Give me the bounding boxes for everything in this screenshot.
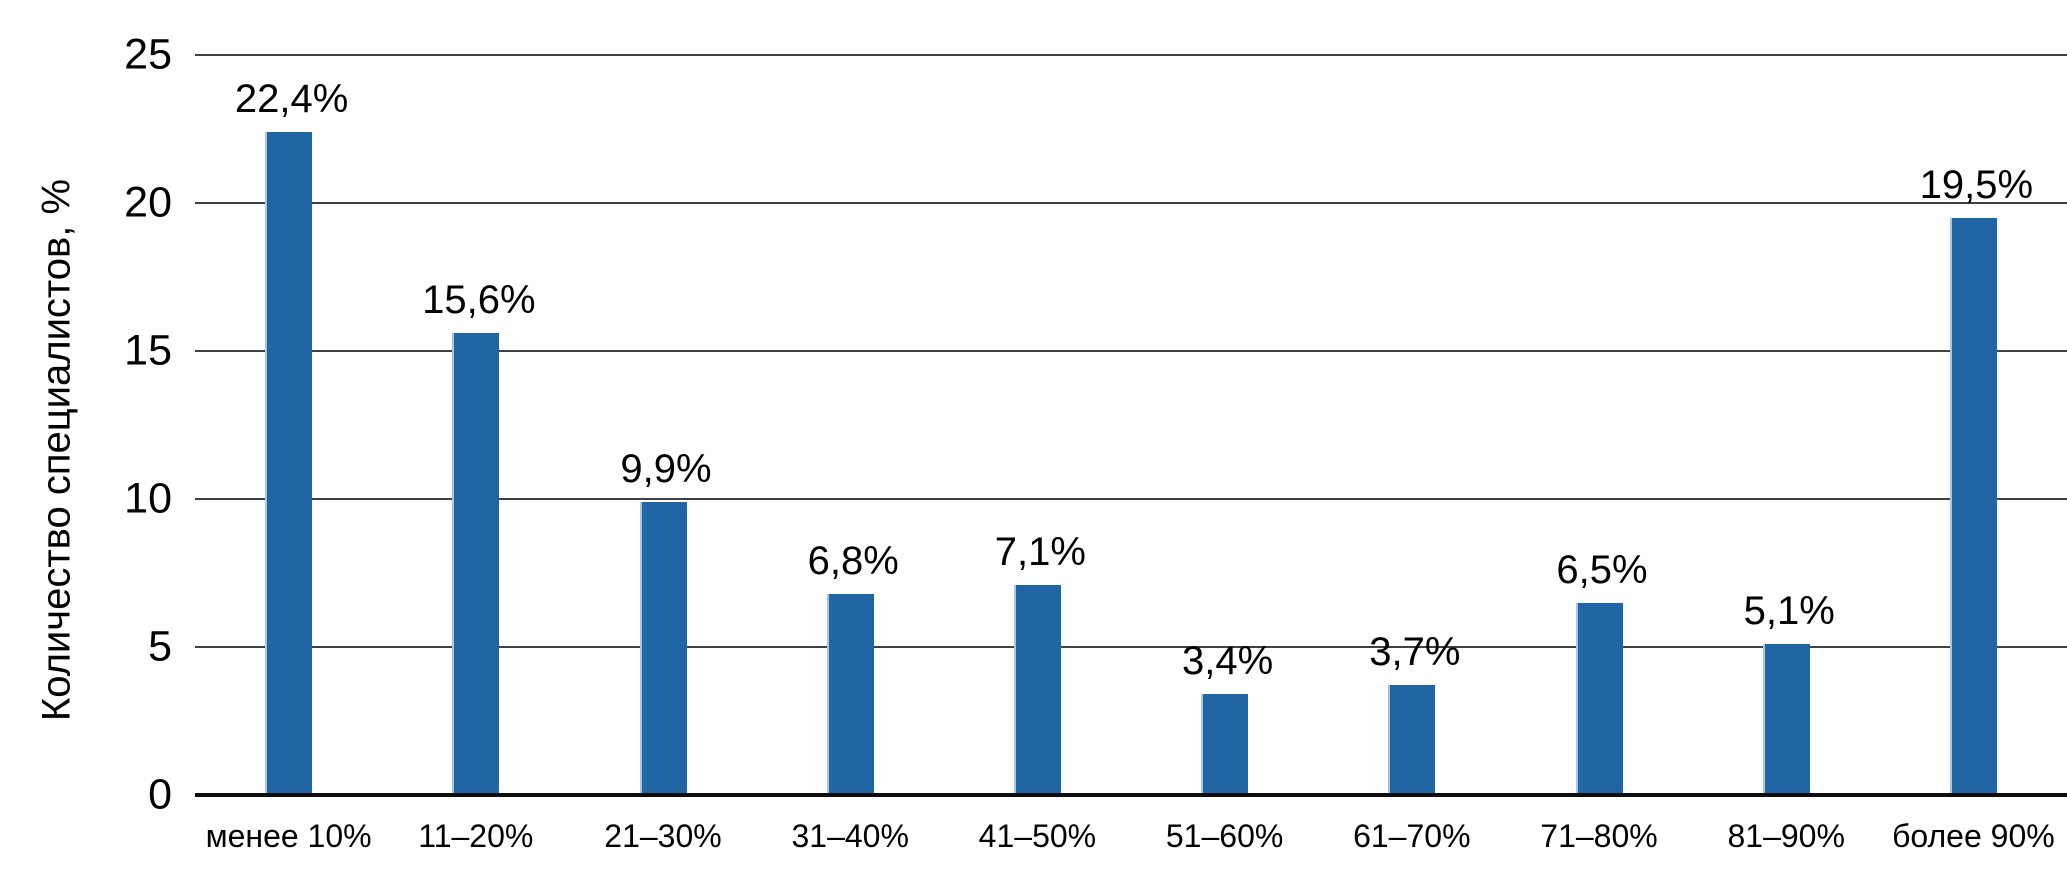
x-tick-label-9: 81–90% (1727, 818, 1845, 854)
x-tick-label-6: 51–60% (1165, 818, 1284, 854)
bar-2 (452, 333, 500, 795)
bar-value-label-8: 6,5% (1556, 547, 1648, 592)
gridline-15 (195, 350, 2067, 352)
bar-value-label-10: 19,5% (1919, 162, 2034, 207)
gridline-20 (195, 202, 2067, 204)
bar-1 (265, 131, 313, 795)
bar-value-label-7: 3,7% (1369, 630, 1461, 675)
y-tick-label-20: 20 (124, 178, 172, 227)
gridline-25 (195, 54, 2067, 56)
x-tick-label-2: 11–20% (418, 818, 534, 854)
y-tick-label-15: 15 (124, 326, 172, 375)
bar-value-label-4: 6,8% (807, 538, 899, 583)
bar-value-label-2: 15,6% (422, 278, 536, 323)
bar-value-label-6: 3,4% (1182, 639, 1274, 684)
x-tick-label-1: менее 10% (205, 818, 372, 854)
bar-5 (1013, 584, 1061, 795)
bar-9 (1762, 644, 1810, 795)
plot-area: 22,4% 15,6% 9,9% 6,8% 7,1% 3,4% 3,7% 6,5% 5,1% 19… (195, 54, 2067, 797)
x-tick-label-7: 61–70% (1353, 818, 1471, 854)
y-tick-label-25: 25 (124, 30, 172, 79)
x-tick-label-3: 21–30% (604, 818, 722, 854)
bar-value-label-9: 5,1% (1743, 589, 1835, 634)
bar-8 (1575, 602, 1623, 795)
x-axis-line (195, 793, 2067, 797)
bar-value-label-3: 9,9% (620, 446, 712, 491)
bar-value-label-5: 7,1% (994, 529, 1086, 574)
bar-4 (826, 593, 874, 795)
gridline-5 (195, 646, 2067, 648)
bar-3 (639, 501, 687, 795)
y-tick-label-5: 5 (148, 622, 172, 671)
y-tick-label-10: 10 (124, 474, 172, 523)
x-tick-label-4: 31–40% (791, 818, 909, 854)
x-tick-label-8: 71–80% (1540, 818, 1658, 854)
gridline-10 (195, 498, 2067, 500)
bar-10 (1949, 217, 1997, 795)
bar-7 (1388, 685, 1436, 795)
y-tick-label-0: 0 (148, 770, 172, 819)
bar-6 (1201, 694, 1249, 795)
x-tick-label-5: 41–50% (978, 818, 1097, 854)
bar-value-label-1: 22,4% (234, 76, 349, 121)
x-tick-label-10: более 90% (1892, 818, 2055, 854)
